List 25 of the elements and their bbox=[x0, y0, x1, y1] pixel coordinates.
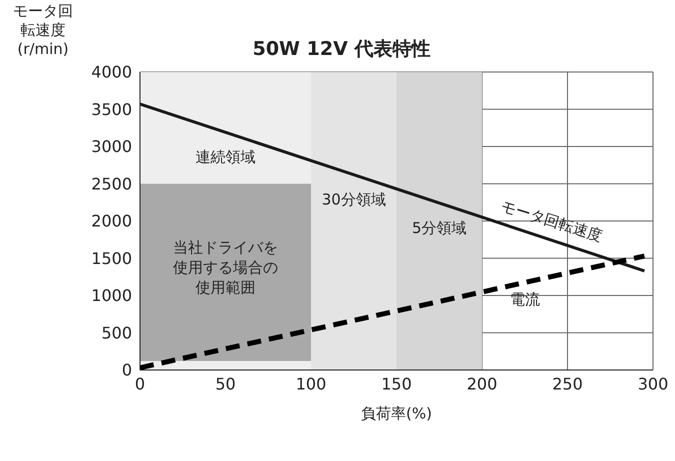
x-tick-label: 50 bbox=[215, 374, 236, 394]
y-tick-label: 500 bbox=[101, 323, 132, 342]
text: モータ回転速度 bbox=[499, 196, 605, 246]
x-tick-label: 250 bbox=[552, 374, 583, 394]
x-tick-label: 150 bbox=[381, 374, 412, 394]
y-tick-label: 1500 bbox=[91, 248, 132, 268]
x-axis-title: 負荷率(%) bbox=[361, 404, 432, 423]
y-axis-title: モータ回転速度(r/min) bbox=[12, 2, 74, 59]
y-tick-label: 0 bbox=[122, 360, 132, 380]
series-label: 電流 bbox=[510, 290, 540, 309]
x-tick-label: 200 bbox=[466, 374, 498, 394]
band-label: 30分領域 bbox=[322, 190, 386, 209]
y-tick-label: 4000 bbox=[91, 62, 132, 82]
band-label: 連続領域 bbox=[196, 148, 256, 166]
y-tick-label: 2500 bbox=[91, 174, 132, 194]
band-label: 当社ドライバを使用する場合の使用範囲 bbox=[173, 238, 278, 296]
band-label: 5分領域 bbox=[412, 218, 467, 237]
x-tick-label: 0 bbox=[134, 374, 146, 394]
y-tick-label: 1000 bbox=[91, 286, 132, 306]
y-tick-label: 3500 bbox=[91, 100, 132, 119]
chart-title: 50W 12V 代表特性 bbox=[252, 38, 430, 60]
y-tick-label: 2000 bbox=[91, 212, 132, 231]
x-tick-label: 300 bbox=[638, 374, 668, 394]
y-tick-label: 3000 bbox=[91, 137, 132, 156]
x-tick-label: 100 bbox=[296, 374, 326, 394]
